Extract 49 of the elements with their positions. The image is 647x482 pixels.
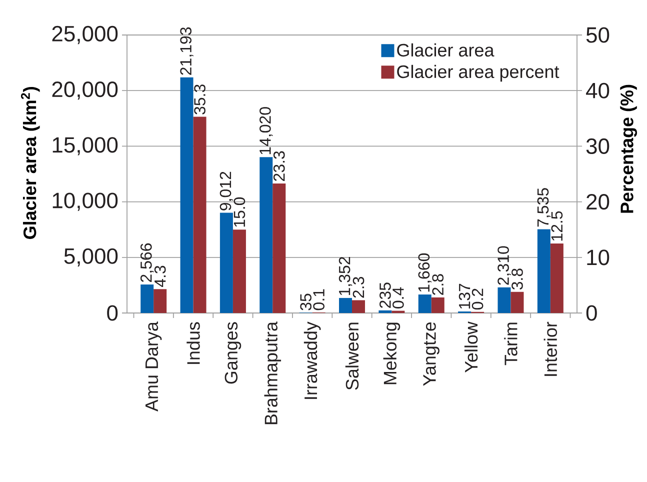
data-label: 23.3 (273, 151, 285, 181)
data-label: 137 (458, 284, 470, 309)
y2-tick-label: 50 (586, 27, 610, 43)
data-label: 2,566 (140, 243, 154, 282)
data-label: 2.3 (352, 276, 364, 298)
data-label: 2.8 (432, 274, 444, 295)
x-tick-label: Yellow (464, 321, 478, 372)
data-label: 1,660 (418, 253, 432, 292)
data-label: 3.8 (512, 268, 523, 290)
data-label: 9,012 (220, 172, 234, 210)
y2-tick-label: 0 (586, 305, 597, 321)
data-label: 1,352 (338, 257, 352, 296)
y2-tick-label: 10 (587, 250, 610, 266)
data-label: 4.3 (154, 266, 166, 288)
legend-label: Glacier area percent (397, 64, 560, 82)
x-tick-label: Yangtze (423, 322, 440, 386)
x-tick-label: Tarim (504, 322, 518, 366)
y-tick-label: 5,000 (64, 248, 118, 266)
x-tick-label: Salween (345, 322, 359, 390)
y-tick-label: 10,000 (52, 192, 118, 211)
x-tick-label: Brahmaputra (264, 322, 282, 424)
data-label: 235 (380, 282, 391, 308)
x-tick-label: Ganges (224, 322, 242, 384)
data-label: 0.4 (392, 287, 404, 308)
y2-tick-label: 20 (586, 194, 610, 210)
legend-label: Glacier area (397, 43, 494, 57)
y-tick-label: 15,000 (52, 137, 118, 156)
data-label: 2,310 (498, 246, 511, 285)
data-label: 35.3 (194, 84, 206, 114)
data-label: 7,535 (537, 188, 551, 227)
x-tick-label: Indus (186, 322, 200, 364)
y-tick-label: 0 (107, 305, 118, 321)
data-label: 14,020 (260, 107, 273, 154)
x-tick-label: Amu Darya (146, 322, 162, 412)
y-tick-label: 20,000 (52, 82, 118, 100)
data-label: 21,193 (180, 27, 194, 75)
y-axis-title: Glacier area (km$^{2}$) (21, 86, 40, 239)
y2-axis-title: Percentage (%) (620, 84, 637, 213)
y-tick-label: 25,000 (52, 26, 118, 44)
data-label: 0.2 (472, 288, 484, 310)
data-label: 12.5 (551, 211, 563, 241)
x-tick-label: Interior (544, 322, 558, 376)
x-tick-label: Mekong (383, 322, 400, 384)
x-tick-label: Irrawaddy (304, 322, 321, 399)
data-label: 35 (300, 294, 312, 310)
y2-tick-label: 30 (586, 138, 610, 154)
y2-tick-label: 40 (586, 82, 610, 98)
data-label: 15.0 (234, 197, 246, 227)
data-label: 0.1 (313, 289, 324, 310)
